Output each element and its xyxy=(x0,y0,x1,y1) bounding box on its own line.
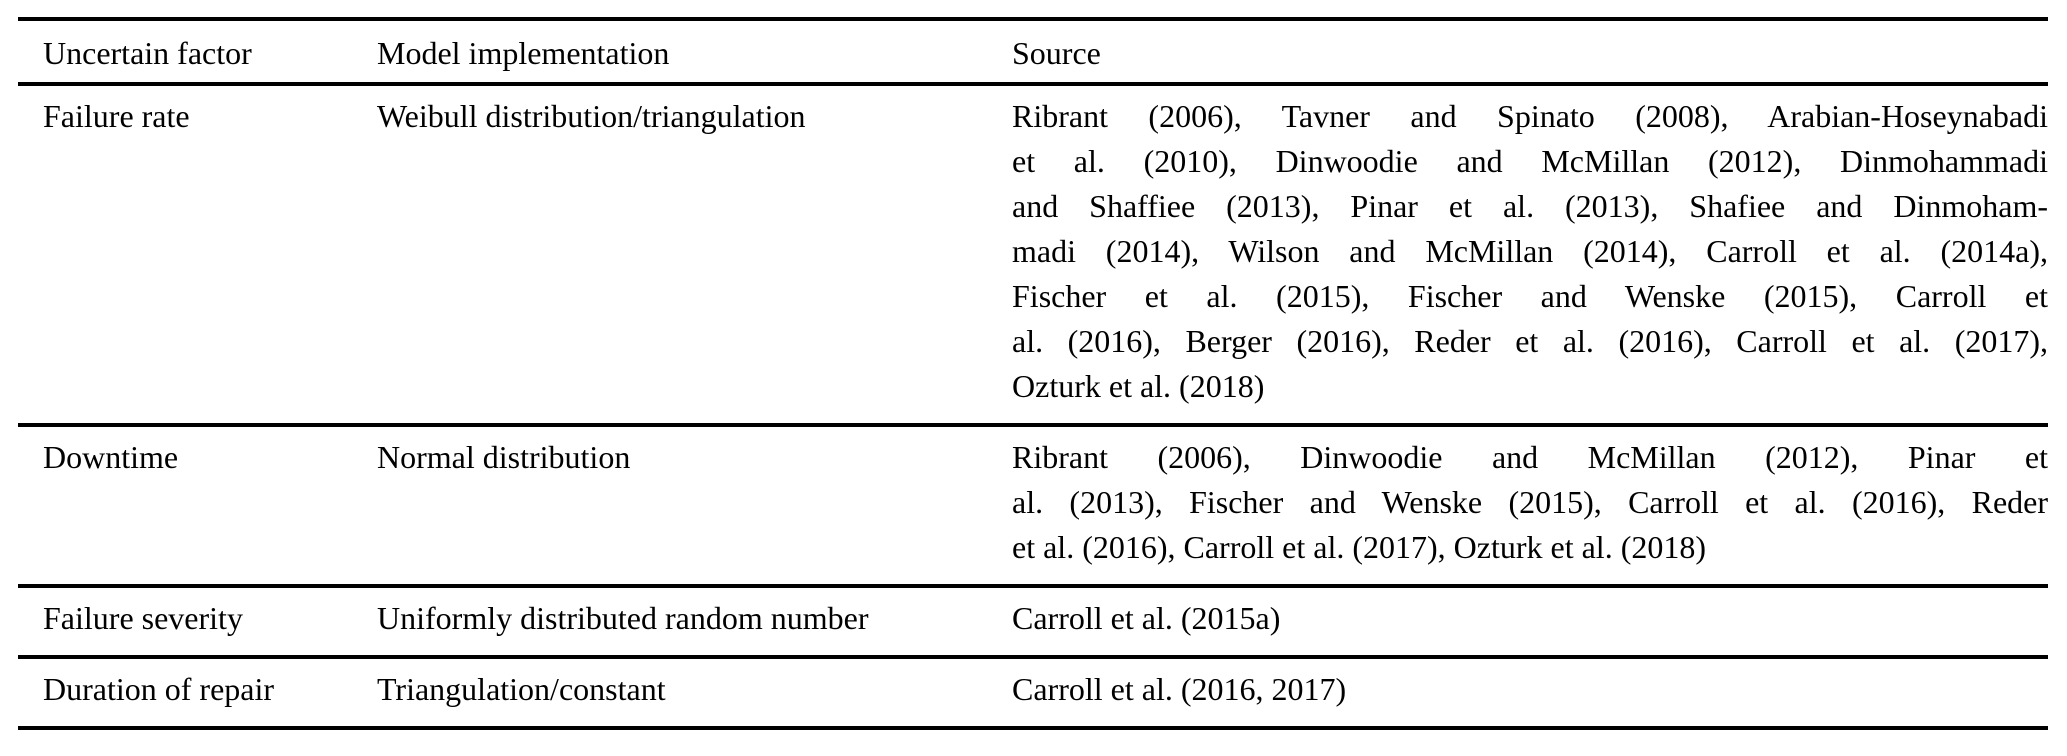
column-header-uncertain-factor: Uncertain factor xyxy=(43,35,252,71)
source-line: al. (2016), Berger (2016), Reder et al. … xyxy=(1012,323,2048,359)
uncertain-factors-table: Uncertain factor Model implementation So… xyxy=(18,17,2048,730)
source-line: Carroll et al. (2016, 2017) xyxy=(1012,671,1347,707)
table-row: Failure rate Weibull distribution/triang… xyxy=(18,86,2048,427)
table-header-row: Uncertain factor Model implementation So… xyxy=(18,21,2048,86)
source-line: Fischer et al. (2015), Fischer and Wensk… xyxy=(1012,278,2048,314)
table-body: Failure rate Weibull distribution/triang… xyxy=(18,86,2048,730)
source-line: madi (2014), Wilson and McMillan (2014),… xyxy=(1012,233,2048,269)
table-row: Duration of repair Triangulation/constan… xyxy=(18,659,2048,730)
table-row: Failure severity Uniformly distributed r… xyxy=(18,588,2048,659)
implementation-cell: Triangulation/constant xyxy=(377,671,666,707)
implementation-cell: Weibull distribution/triangulation xyxy=(377,98,806,134)
source-line: and Shaffiee (2013), Pinar et al. (2013)… xyxy=(1012,188,2048,224)
source-line: Ribrant (2006), Tavner and Spinato (2008… xyxy=(1012,98,2048,134)
factor-cell: Failure severity xyxy=(43,600,243,636)
source-line: Ozturk et al. (2018) xyxy=(1012,368,1265,404)
source-line: et al. (2016), Carroll et al. (2017), Oz… xyxy=(1012,529,1706,565)
factor-cell: Downtime xyxy=(43,439,179,475)
column-header-source: Source xyxy=(1012,35,1101,71)
source-line: Carroll et al. (2015a) xyxy=(1012,600,1281,636)
implementation-cell: Normal distribution xyxy=(377,439,631,475)
column-header-model-implementation: Model implementation xyxy=(377,35,670,71)
source-cell: Carroll et al. (2015a) xyxy=(1012,588,2048,655)
source-line: Ribrant (2006), Dinwoodie and McMillan (… xyxy=(1012,439,2048,475)
source-cell: Ribrant (2006), Tavner and Spinato (2008… xyxy=(1012,86,2048,423)
factor-cell: Duration of repair xyxy=(43,671,275,707)
implementation-cell: Uniformly distributed random number xyxy=(377,600,869,636)
source-cell: Ribrant (2006), Dinwoodie and McMillan (… xyxy=(1012,427,2048,584)
table-row: Downtime Normal distribution Ribrant (20… xyxy=(18,427,2048,588)
source-cell: Carroll et al. (2016, 2017) xyxy=(1012,659,2048,726)
factor-cell: Failure rate xyxy=(43,98,190,134)
source-line: et al. (2010), Dinwoodie and McMillan (2… xyxy=(1012,143,2048,179)
source-line: al. (2013), Fischer and Wenske (2015), C… xyxy=(1012,484,2048,520)
